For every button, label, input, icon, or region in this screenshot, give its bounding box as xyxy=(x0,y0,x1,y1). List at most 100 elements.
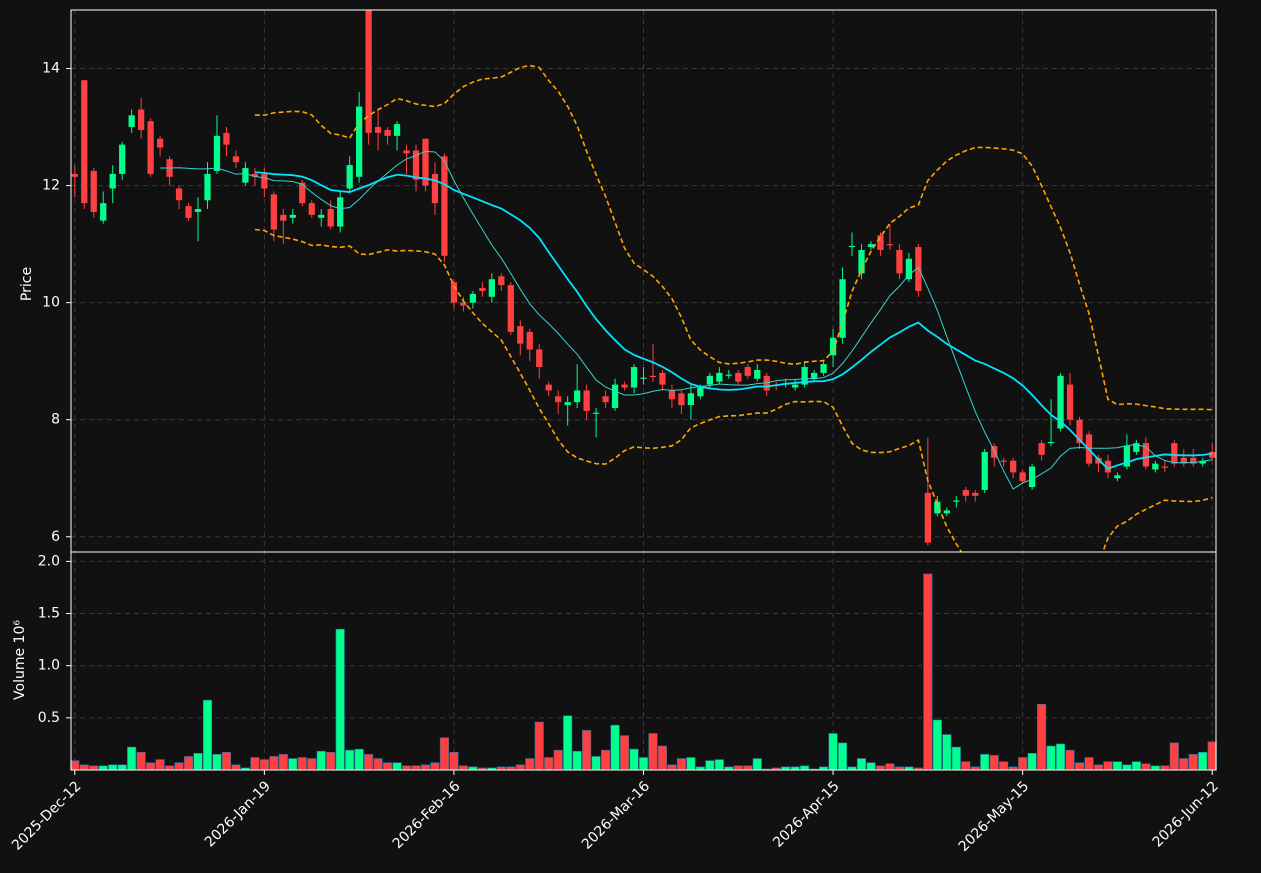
candle-body xyxy=(602,396,609,403)
candle-body xyxy=(175,188,183,201)
volume-bar xyxy=(354,748,364,771)
candle-body xyxy=(194,209,202,212)
candle-body xyxy=(374,127,382,133)
candle-body xyxy=(119,144,126,174)
volume-bar xyxy=(458,765,468,771)
candle-body xyxy=(204,173,211,201)
candle-body xyxy=(1123,446,1131,467)
bollinger-upper xyxy=(254,64,1213,411)
candle-body xyxy=(156,138,164,148)
volume-bar xyxy=(752,758,762,771)
candle-body xyxy=(725,374,732,376)
volume-bar xyxy=(1150,765,1160,771)
volume-bar xyxy=(563,715,573,771)
candle-body xyxy=(1076,419,1083,444)
candle-body xyxy=(574,390,581,403)
volume-bar xyxy=(525,758,535,771)
candle-body xyxy=(147,121,154,174)
volume-bar xyxy=(705,760,715,771)
candle-body xyxy=(744,367,751,376)
volume-bar xyxy=(117,764,127,771)
volume-bar xyxy=(582,730,592,771)
volume-bar xyxy=(202,699,213,771)
candle-body xyxy=(697,387,704,397)
volume-bar xyxy=(1046,745,1056,771)
y-tick-label: 12 xyxy=(42,178,60,194)
volume-bar xyxy=(875,765,886,771)
candle-body xyxy=(289,214,296,218)
volume-bar xyxy=(534,721,544,771)
candle-body xyxy=(972,492,979,496)
candle-body xyxy=(213,135,221,171)
volume-bar xyxy=(733,765,743,771)
volume-bar xyxy=(591,756,601,771)
candle-body xyxy=(384,129,391,136)
volume-bar xyxy=(1179,758,1189,771)
volume-bar xyxy=(1131,761,1141,771)
candle-body xyxy=(299,182,306,204)
volume-bar xyxy=(165,765,175,771)
candle-body xyxy=(90,170,97,212)
volume-bar xyxy=(1055,743,1066,771)
volume-bar xyxy=(345,749,355,771)
candle-body xyxy=(479,288,486,291)
candle-body xyxy=(943,510,950,514)
candle-body xyxy=(261,173,268,189)
volume-bar xyxy=(667,764,677,771)
volume-bar xyxy=(648,733,658,771)
volume-bar xyxy=(544,757,554,771)
candle-body xyxy=(498,276,505,286)
volume-bar xyxy=(259,759,269,771)
volume-bar xyxy=(1188,754,1198,771)
volume-bar xyxy=(743,765,753,771)
volume-bar xyxy=(601,749,611,771)
candle-body xyxy=(1142,443,1149,467)
candle-body xyxy=(128,115,135,128)
candle-body xyxy=(185,206,192,218)
candle-body xyxy=(1057,375,1064,429)
volume-bar xyxy=(1207,741,1217,771)
y-tick-label: 10 xyxy=(42,295,60,311)
candle-body xyxy=(109,173,116,189)
volume-bar xyxy=(439,737,450,771)
volume-axis-label: Volume 10⁶ xyxy=(12,620,28,700)
volume-bar xyxy=(1065,749,1075,771)
volume-bar xyxy=(923,573,933,771)
candle-body xyxy=(905,258,913,280)
volume-bar xyxy=(885,763,895,771)
volume-bar xyxy=(193,753,203,771)
candle-body xyxy=(242,168,249,183)
candle-body xyxy=(422,138,429,186)
candle-body xyxy=(1019,472,1026,482)
candle-body xyxy=(71,173,78,177)
volume-bar xyxy=(638,757,649,771)
candle-body xyxy=(848,245,856,248)
price-panel xyxy=(71,10,1216,552)
volume-bar xyxy=(1103,761,1113,771)
volume-bar xyxy=(1122,764,1132,771)
volume-bar xyxy=(932,719,942,771)
candle-body xyxy=(668,390,676,400)
candle-body xyxy=(270,194,277,230)
candle-body xyxy=(138,109,145,130)
candle-body xyxy=(640,377,647,379)
candle-body xyxy=(754,369,761,379)
volume-bar xyxy=(146,762,156,771)
candle-body xyxy=(981,451,988,490)
volume-bar xyxy=(629,748,639,771)
candle-body xyxy=(611,384,619,409)
candle-body xyxy=(934,501,941,514)
volume-bar xyxy=(1198,751,1208,771)
volume-bar xyxy=(942,734,952,771)
volume-bar xyxy=(676,758,686,771)
candle-body xyxy=(839,279,846,338)
candle-body xyxy=(450,282,458,303)
volume-bar xyxy=(1112,761,1122,771)
volume-bar xyxy=(383,762,393,771)
volume-frame xyxy=(70,551,1217,771)
volume-bar xyxy=(89,765,99,771)
candle-body xyxy=(735,372,742,382)
volume-bar xyxy=(837,742,848,771)
candle-body xyxy=(564,402,571,406)
